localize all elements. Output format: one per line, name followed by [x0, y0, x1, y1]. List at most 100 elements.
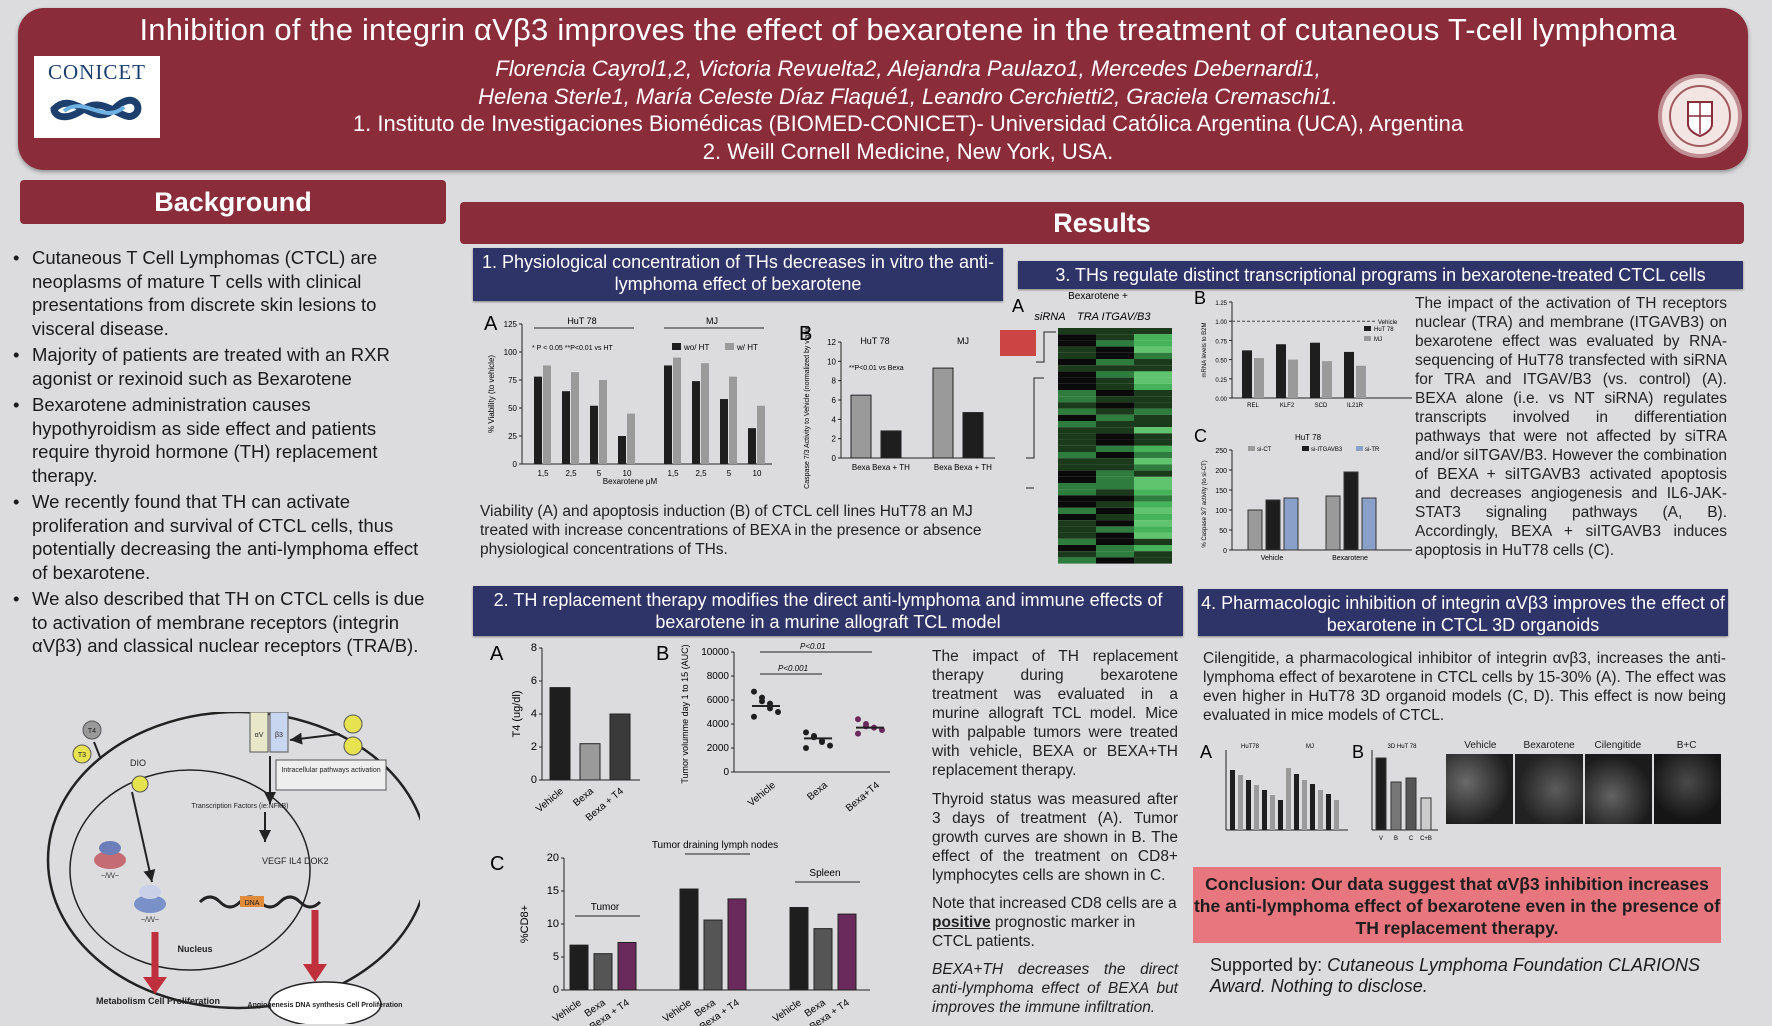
heatmap-cell	[1096, 352, 1134, 359]
svg-text:DNA: DNA	[245, 900, 260, 907]
heatmap-cell	[1096, 421, 1134, 428]
x-tick-label: Bexa+T4	[844, 780, 882, 815]
chart-label: B	[799, 326, 812, 345]
background-bullet: We also described that TH on CTCL cells …	[8, 587, 438, 658]
y-tick-label: 75	[508, 376, 517, 385]
y-axis-label: mRNA levels to B2M	[1202, 322, 1208, 377]
group-label: Tumor draining lymph nodes	[652, 840, 778, 851]
heatmap-group-label: Bexarotene +	[1068, 291, 1128, 302]
bar	[692, 381, 700, 464]
data-point	[855, 730, 861, 737]
heatmap-cell	[1134, 390, 1172, 397]
heatmap-cell	[1096, 483, 1134, 490]
heatmap-cell	[1134, 470, 1172, 477]
panel-2-text-3: Note that increased CD8 cells are a posi…	[932, 895, 1177, 950]
bar	[1286, 768, 1291, 830]
data-point	[751, 713, 757, 720]
bar	[1405, 777, 1417, 831]
cd8-chart: C 0 5 10 15 20 %CD8+ Tumor Tumor draining lymph …	[490, 840, 870, 1026]
heatmap-cell	[1058, 538, 1096, 545]
heatmap-cell	[1134, 328, 1172, 335]
y-tick-label: 1.00	[1215, 320, 1227, 326]
x-tick-label: 2,5	[565, 469, 577, 478]
heatmap-cell	[1096, 346, 1134, 353]
svg-text:Metabolism Cell Proliferation: Metabolism Cell Proliferation	[96, 996, 220, 1006]
heatmap-cell	[1058, 452, 1096, 459]
chart-label: C	[490, 853, 504, 875]
svg-text:Angiogenesis DNA synthesis Cel: Angiogenesis DNA synthesis Cell Prolifer…	[248, 1002, 403, 1009]
x-tick-label: Vehicle	[551, 997, 584, 1025]
color-scale	[1000, 330, 1036, 356]
authors-line-1: Florencia Cayrol1,2, Victoria Revuelta2,…	[495, 56, 1321, 81]
conclusion-box: Conclusion: Our data suggest that αVβ3 i…	[1193, 867, 1721, 943]
bar	[1343, 471, 1359, 551]
x-tick-label: Vehicle	[534, 786, 566, 815]
heatmap-cell	[1096, 402, 1134, 409]
x-tick-label: Vehicle	[661, 997, 694, 1025]
svg-text:Transcription Factors (ie:NFkB: Transcription Factors (ie:NFkB)	[192, 803, 289, 810]
image-label: Cilengitide	[1594, 740, 1642, 751]
y-tick-label: 25	[508, 432, 517, 441]
legend-label: MJ	[1374, 337, 1382, 343]
heatmap-cell	[1134, 476, 1172, 483]
viability-chart: A 0 25 50 75 100 125 % Viability (to vehicle) Hu…	[484, 313, 772, 486]
reference-label: Vehicle	[1378, 320, 1398, 326]
heatmap-cell	[1134, 433, 1172, 440]
heatmap-cell	[1096, 433, 1134, 440]
y-tick-label: 0.25	[1215, 378, 1227, 384]
heatmap-cell	[1134, 538, 1172, 545]
bar	[727, 898, 747, 991]
y-axis-label: Tumor volumme day 1 to 15 (AUC)	[680, 644, 690, 783]
bar	[627, 413, 635, 464]
heatmap-cell	[1096, 476, 1134, 483]
data-point	[827, 742, 833, 749]
heatmap-cell	[1096, 452, 1134, 459]
heatmap-cell	[1134, 359, 1172, 366]
heatmap-cell	[1134, 396, 1172, 403]
heatmap-cell	[1096, 495, 1134, 502]
heatmap-cell	[1134, 346, 1172, 353]
heatmap-cell	[1058, 439, 1096, 446]
heatmap-cell	[1058, 507, 1096, 514]
legend-label: w/ HT	[736, 343, 758, 352]
y-tick-label: 4	[832, 415, 837, 424]
heatmap-cell	[1096, 514, 1134, 521]
y-axis-label: % Caspase 3/7 activity (to si-CT)	[1202, 460, 1208, 547]
background-heading: Background	[20, 180, 446, 224]
bar	[609, 713, 631, 781]
heatmap-cell	[1096, 464, 1134, 471]
heatmap-cell	[1134, 532, 1172, 539]
heatmap-cell	[1058, 328, 1096, 335]
bar	[703, 919, 723, 991]
group-label: HuT78	[1241, 744, 1260, 750]
panel-2-title: 2. TH replacement therapy modifies the d…	[473, 586, 1183, 636]
heatmap-cell	[1134, 464, 1172, 471]
legend-label: HuT 78	[1374, 327, 1394, 333]
y-tick-label: 0	[553, 984, 559, 996]
heatmap-cell	[1096, 414, 1134, 421]
bar	[880, 430, 902, 459]
heatmap-cell	[1058, 340, 1096, 347]
svg-text:T4: T4	[88, 728, 96, 735]
panel-4-text: Cilengitide, a pharmacological inhibitor…	[1203, 650, 1726, 724]
y-tick-label: 8	[531, 642, 537, 654]
legend-label: wo/ HT	[683, 343, 709, 352]
bar	[1246, 780, 1251, 830]
image-label: B+C	[1676, 740, 1697, 751]
heatmap-cell	[1134, 501, 1172, 508]
bar	[1238, 775, 1243, 830]
y-tick-label: 8	[832, 377, 837, 386]
p-value-label: P<0.001	[778, 664, 808, 673]
y-tick-label: 8000	[707, 671, 730, 682]
background-bullet: We recently found that TH can activate p…	[8, 490, 438, 584]
chart-title: HuT 78	[1295, 433, 1322, 442]
heatmap-cell	[1096, 408, 1134, 415]
data-point	[819, 739, 825, 745]
legend-swatch	[725, 343, 734, 350]
y-tick-label: 0	[723, 767, 729, 778]
y-tick-label: 0	[832, 454, 837, 463]
heatmap-cell	[1134, 334, 1172, 341]
group-label: Spleen	[809, 868, 840, 879]
bar	[1270, 795, 1275, 830]
x-tick-label: Bexa + TH	[872, 463, 910, 472]
